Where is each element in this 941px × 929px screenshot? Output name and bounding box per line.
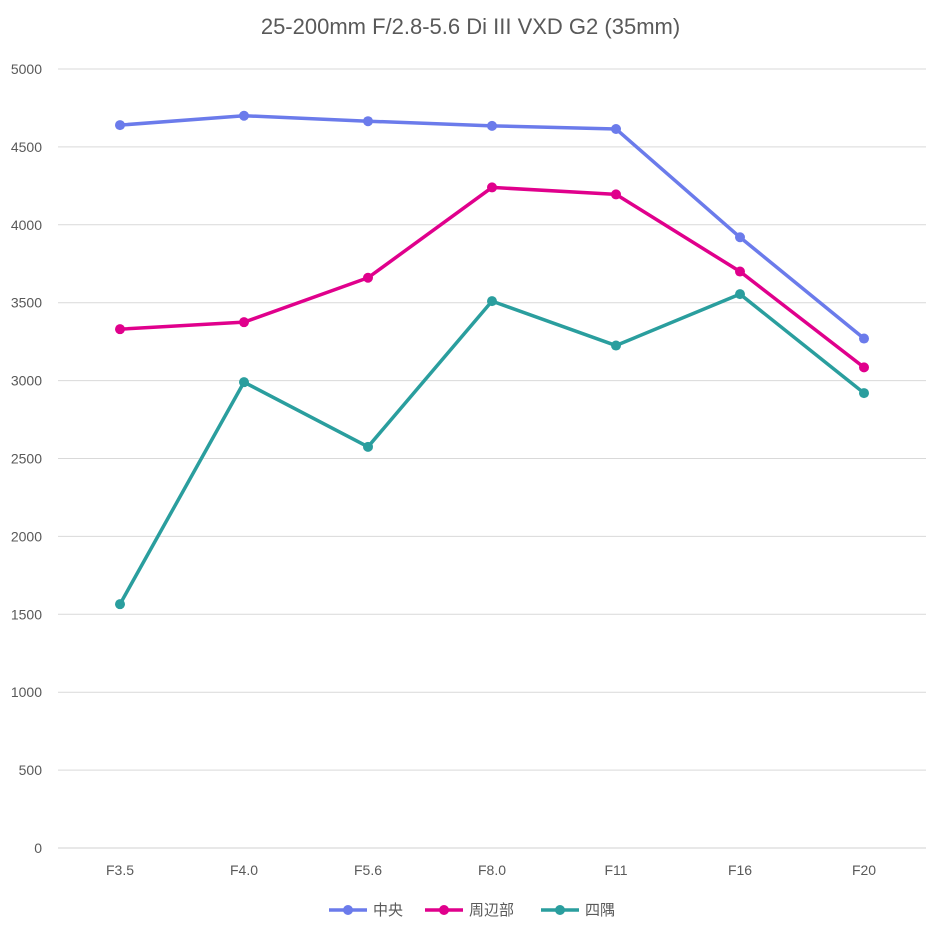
data-point	[487, 182, 497, 193]
gridlines	[58, 68, 926, 849]
series-1	[115, 110, 869, 344]
y-tick-label: 4000	[11, 217, 42, 233]
y-axis-ticks: 0 500 1000 1500 2000 2500 3000 3500 4000 4500 5000	[11, 61, 42, 856]
data-point	[363, 272, 373, 283]
series-line	[118, 185, 866, 370]
data-point	[487, 120, 497, 131]
legend-swatch-marker	[555, 905, 565, 915]
series-2	[115, 182, 869, 373]
legend-swatch-marker	[343, 905, 353, 915]
legend-item: 周辺部	[425, 901, 514, 919]
data-point	[611, 189, 621, 200]
chart-title: 25-200mm F/2.8-5.6 Di III VXD G2 (35mm)	[260, 14, 681, 39]
x-tick-label: F8.0	[478, 862, 506, 878]
y-tick-label: 1500	[11, 606, 42, 622]
legend-label: 四隅	[585, 901, 615, 919]
data-point	[115, 324, 125, 335]
y-tick-label: 2000	[11, 528, 42, 544]
data-point	[363, 441, 373, 452]
data-point	[115, 599, 125, 610]
legend: 中央 周辺部 四隅	[329, 901, 615, 919]
series-3	[115, 289, 869, 610]
x-tick-label: F5.6	[354, 862, 382, 878]
data-point	[859, 388, 869, 399]
y-tick-label: 3500	[11, 295, 42, 311]
data-point	[735, 232, 745, 243]
x-tick-label: F11	[604, 862, 627, 878]
x-tick-label: F3.5	[106, 862, 134, 878]
data-point	[611, 123, 621, 134]
x-tick-label: F20	[852, 862, 876, 878]
y-tick-label: 3000	[11, 373, 42, 389]
data-point	[239, 110, 249, 121]
y-tick-label: 5000	[11, 61, 42, 77]
x-tick-label: F4.0	[230, 862, 258, 878]
legend-label: 中央	[373, 901, 403, 919]
x-tick-label: F16	[728, 862, 752, 878]
y-tick-label: 2500	[11, 451, 42, 467]
legend-item: 中央	[329, 901, 403, 919]
data-point	[239, 317, 249, 328]
data-point	[487, 296, 497, 307]
data-point	[611, 340, 621, 351]
y-tick-label: 1000	[11, 684, 42, 700]
data-point	[363, 116, 373, 127]
y-tick-label: 500	[19, 762, 43, 778]
data-point	[859, 333, 869, 344]
y-tick-label: 4500	[11, 139, 42, 155]
data-point	[859, 362, 869, 373]
y-tick-label: 0	[34, 840, 42, 856]
series-line	[118, 292, 866, 606]
data-point	[735, 266, 745, 277]
x-axis-ticks: F3.5 F4.0 F5.6 F8.0 F11 F16 F20	[106, 862, 876, 878]
data-point	[239, 377, 249, 388]
legend-item: 四隅	[541, 901, 615, 919]
data-point	[115, 120, 125, 131]
data-point	[735, 289, 745, 300]
legend-swatch-marker	[439, 905, 449, 915]
legend-label: 周辺部	[469, 901, 514, 919]
series-lines	[115, 110, 869, 610]
